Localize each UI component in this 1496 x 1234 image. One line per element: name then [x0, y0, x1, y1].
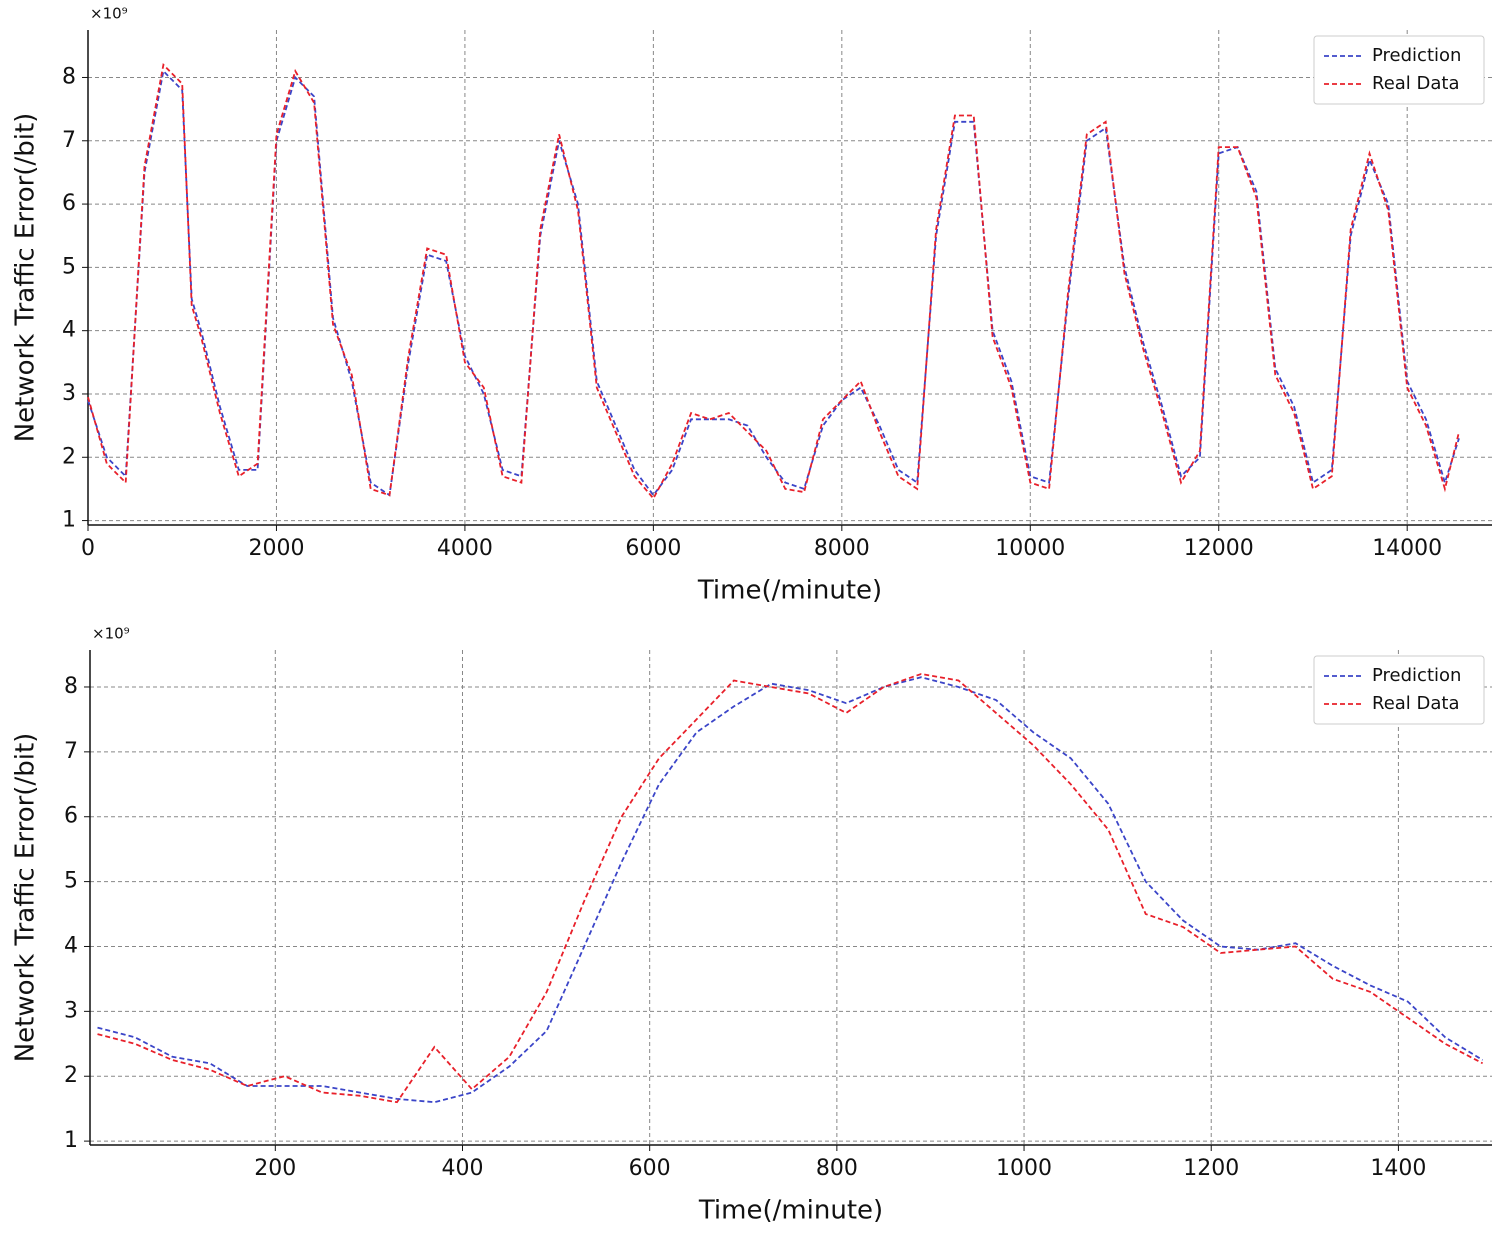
y-tick-label: 7 [64, 739, 78, 764]
y-axis-label: Network Traffic Error(/bit) [11, 113, 41, 443]
y-tick-label: 2 [62, 444, 76, 469]
x-tick-label: 2000 [248, 536, 304, 561]
legend-label: Real Data [1372, 73, 1460, 94]
x-tick-label: 10000 [995, 536, 1065, 561]
x-axis-label: Time(/minute) [698, 1196, 883, 1226]
y-offset-label: ×10⁹ [92, 625, 130, 643]
legend-label: Real Data [1372, 693, 1460, 714]
y-tick-label: 5 [62, 254, 76, 279]
legend-label: Prediction [1372, 665, 1461, 686]
y-tick-label: 8 [62, 64, 76, 89]
x-axis-label: Time(/minute) [697, 576, 882, 606]
x-tick-label: 800 [816, 1156, 858, 1181]
chart: 1 2 3 4 5 6 7 8 200 400 600 800 1000 1200 1400 ×10⁹ Time… [11, 625, 1492, 1226]
chart: 1 2 3 4 5 6 7 8 0 2000 4000 6000 8000 10000 12000 14000… [11, 5, 1492, 606]
line-series [87, 62, 1460, 500]
legend-box [1313, 655, 1485, 725]
y-tick-label: 5 [64, 869, 78, 894]
y-tick-label: 6 [62, 191, 76, 216]
x-tick-label: 200 [254, 1156, 296, 1181]
x-tick-label: 400 [441, 1156, 483, 1181]
x-tick-label: 1200 [1183, 1156, 1239, 1181]
y-tick-label: 3 [64, 998, 78, 1023]
x-tick-label: 4000 [437, 536, 493, 561]
x-tick-label: 12000 [1184, 536, 1254, 561]
y-tick-label: 6 [64, 804, 78, 829]
x-tick-label: 0 [81, 536, 95, 561]
x-tick-label: 14000 [1372, 536, 1442, 561]
y-offset-label: ×10⁹ [90, 5, 128, 23]
y-tick-label: 8 [64, 674, 78, 699]
y-tick-label: 2 [64, 1063, 78, 1088]
line-series [97, 676, 1484, 1104]
x-tick-label: 6000 [625, 536, 681, 561]
y-tick-label: 4 [64, 933, 78, 958]
y-axis-label: Network Traffic Error(/bit) [11, 733, 41, 1063]
x-tick-label: 1400 [1370, 1156, 1426, 1181]
line-series [87, 69, 1460, 497]
y-tick-label: 3 [62, 381, 76, 406]
legend-box [1313, 35, 1485, 105]
y-tick-label: 1 [62, 508, 76, 533]
y-tick-label: 4 [62, 318, 76, 343]
line-series [97, 673, 1484, 1104]
legend-label: Prediction [1372, 45, 1461, 66]
x-tick-label: 600 [629, 1156, 671, 1181]
x-tick-label: 1000 [996, 1156, 1052, 1181]
x-tick-label: 8000 [814, 536, 870, 561]
y-tick-label: 7 [62, 128, 76, 153]
y-tick-label: 1 [64, 1128, 78, 1153]
